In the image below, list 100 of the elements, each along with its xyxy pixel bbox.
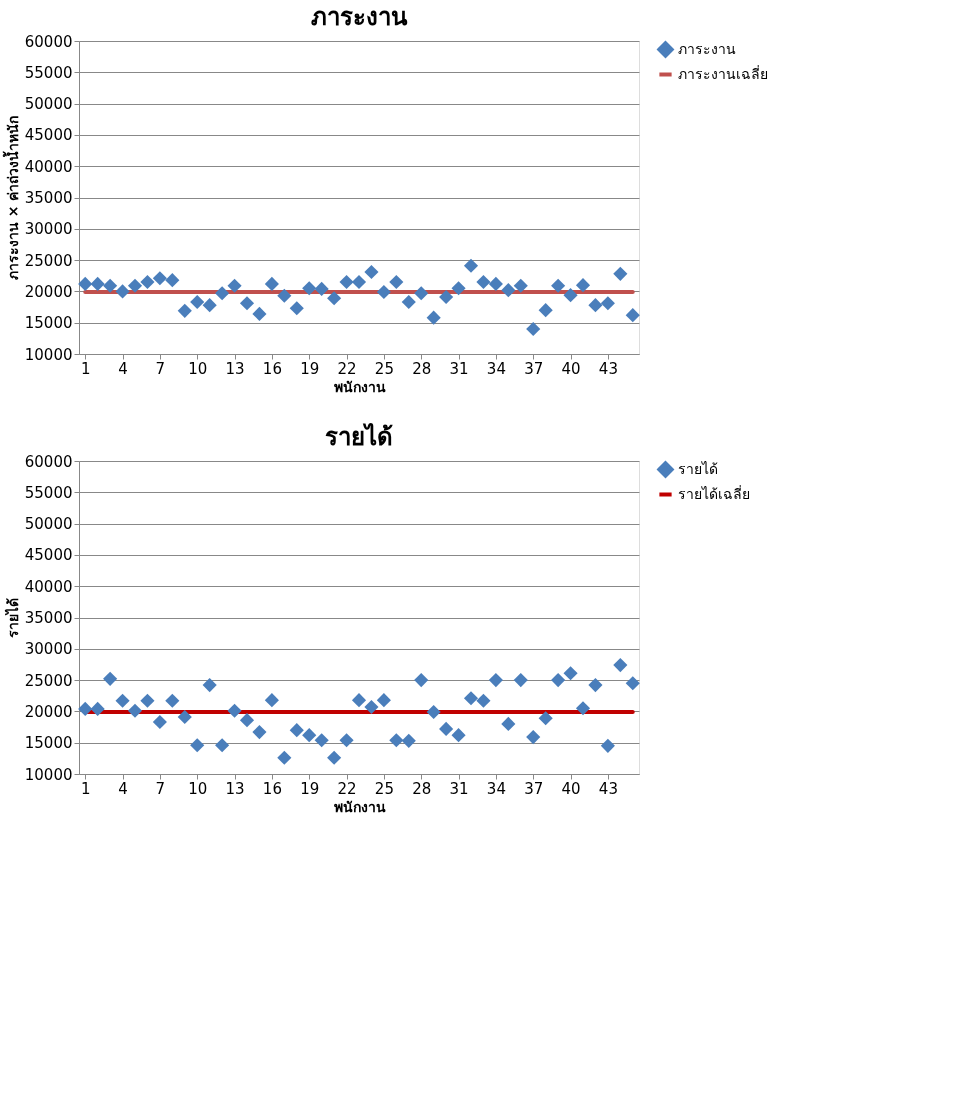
legend-label: รายได้ [678,460,718,477]
y-tick-label: 20000 [24,282,73,301]
point [103,671,118,686]
point [551,278,566,293]
point [376,284,391,300]
point [463,258,479,273]
point [625,676,640,691]
point [127,703,143,718]
point [563,666,578,681]
point [78,701,93,716]
chart-title: รายได้ [325,422,393,451]
y-tick-label: 10000 [24,765,73,784]
x-tick-label: 31 [449,359,469,378]
x-tick-label: 10 [188,359,208,378]
y-tick-label: 10000 [24,345,73,364]
point [277,288,292,303]
y-tick-label: 30000 [24,220,73,239]
point [177,303,192,318]
point [215,286,230,301]
x-axis-title: พนักงาน [333,378,386,395]
x-tick-label: 22 [337,779,357,798]
x-tick-label: 37 [524,359,544,378]
x-tick-label: 1 [80,359,91,378]
point [600,296,615,311]
x-tick-label: 16 [262,779,282,798]
point [439,721,454,736]
point [501,283,516,298]
y-axis-title: รายได้ [3,598,21,638]
x-tick-label: 40 [561,359,581,378]
point [103,278,118,293]
point [563,288,578,303]
point [127,278,143,293]
point [277,750,292,765]
point [140,274,155,290]
x-tick-label: 7 [155,359,166,378]
point [190,294,205,310]
y-tick-label: 60000 [24,32,73,51]
point [575,278,591,293]
point [239,713,255,728]
legend-label: ภาระงาน [678,40,736,57]
x-tick-label: 37 [524,779,544,798]
point [152,271,167,286]
legend-label: ภาระงานเฉลี่ย [678,64,768,82]
point [190,738,205,753]
legend-label: รายได้เฉลี่ย [678,484,750,502]
point [302,728,317,743]
x-tick-label: 13 [225,359,245,378]
point [513,673,528,688]
point [202,298,217,313]
x-tick-label: 13 [225,779,245,798]
y-tick-label: 50000 [24,515,73,534]
point [252,306,267,322]
point [165,273,180,288]
point [588,298,603,313]
point [401,733,416,748]
x-tick-label: 43 [598,779,618,798]
point [513,278,528,293]
y-tick-label: 35000 [24,189,73,207]
point [339,274,354,290]
point [526,730,541,745]
x-tick-label: 7 [155,779,166,798]
point [613,266,628,281]
y-axis-title: ภาระงาน × ค่าถ่วงน้ำหนัก [1,115,21,281]
y-tick-label: 25000 [24,671,73,690]
y-tick-label: 40000 [24,577,73,596]
x-tick-label: 28 [412,359,432,378]
point [289,301,304,316]
point [351,274,367,290]
y-tick-label: 15000 [24,734,73,753]
y-tick-label: 45000 [24,546,73,565]
point [538,303,553,318]
point [227,278,242,293]
y-tick-label: 60000 [24,452,73,471]
y-tick-label: 40000 [24,157,73,176]
point [314,733,329,748]
point [451,281,466,296]
point [115,284,130,299]
point [426,704,441,720]
point [376,693,391,708]
point [414,673,429,688]
chart-title: ภาระงาน [311,3,408,31]
x-tick-label: 19 [300,779,320,798]
point [115,693,130,708]
x-tick-label: 16 [262,359,282,378]
point [152,714,167,730]
point [314,281,329,296]
x-tick-label: 4 [118,359,128,378]
point [165,693,180,708]
point [600,738,615,753]
point [177,709,192,725]
point [339,733,354,748]
x-tick-label: 43 [598,359,618,378]
point [613,658,628,673]
y-tick-label: 35000 [24,609,73,627]
point [575,701,591,716]
point [215,738,230,753]
point [488,276,503,291]
point [551,673,566,688]
point [476,693,491,708]
point [501,716,516,731]
